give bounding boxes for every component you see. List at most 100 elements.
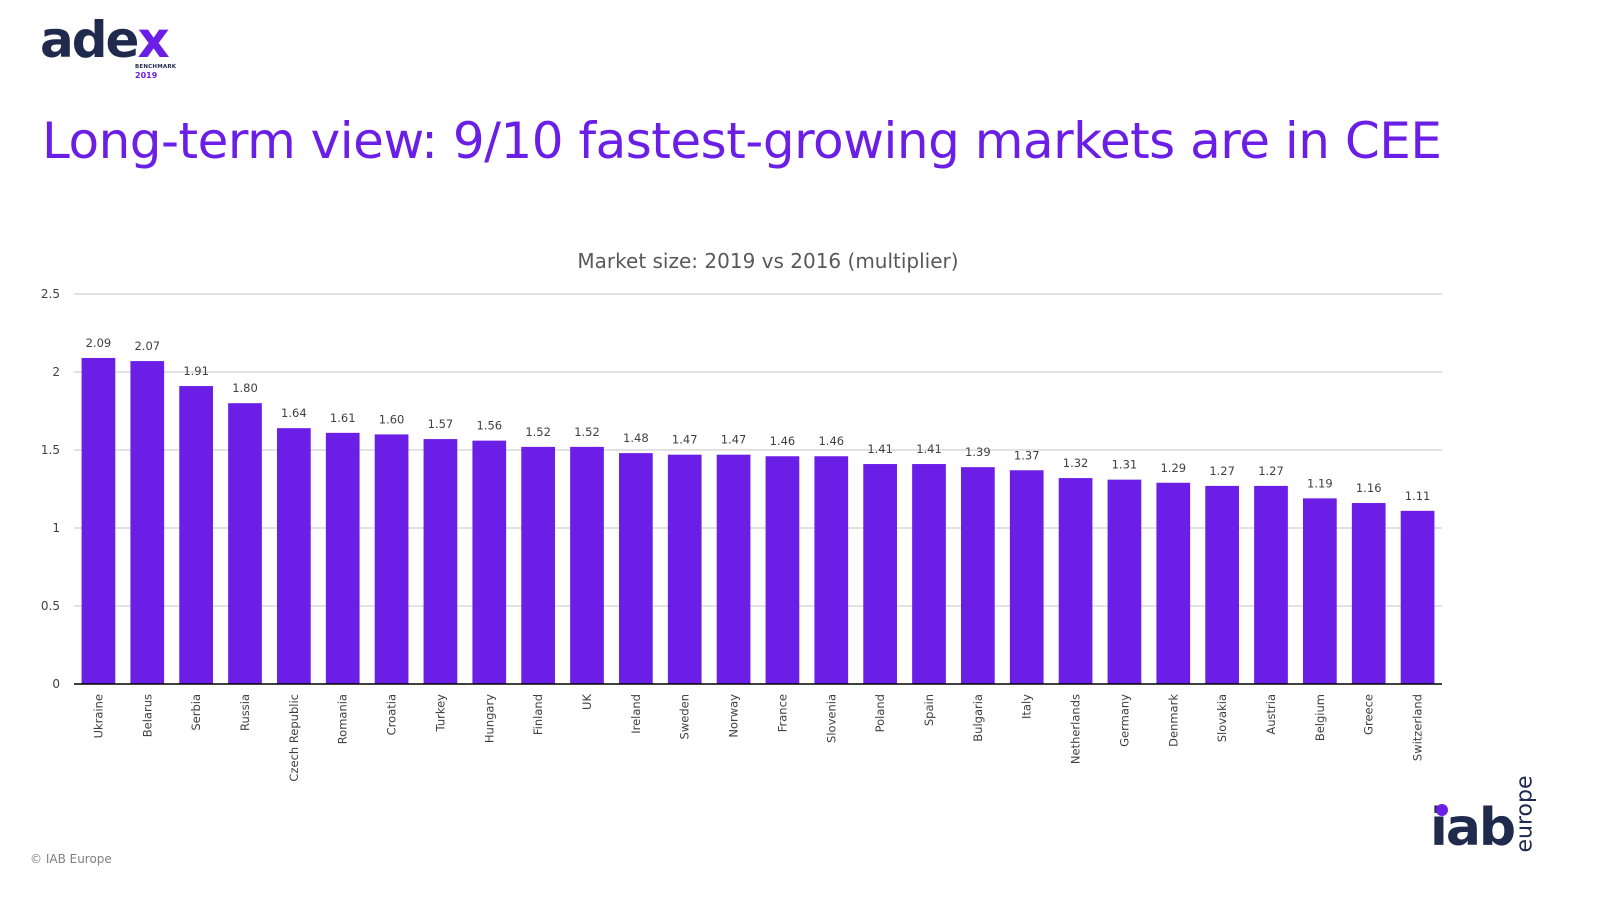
- adex-logo: adex BENCHMARK 2019: [40, 8, 190, 88]
- bar-value-label: 1.11: [1405, 489, 1431, 503]
- x-tick-label: Italy: [1020, 694, 1034, 719]
- x-tick-label: Romania: [336, 694, 350, 744]
- bar-value-label: 1.46: [770, 434, 796, 448]
- x-tick-label: Germany: [1117, 694, 1131, 747]
- bar-value-label: 1.57: [428, 417, 454, 431]
- bar-value-label: 2.07: [134, 339, 160, 353]
- bar-value-label: 1.61: [330, 411, 356, 425]
- bar-chart: Market size: 2019 vs 2016 (multiplier) 0…: [41, 249, 1442, 782]
- x-tick-label: Serbia: [189, 694, 203, 731]
- bar: [1351, 503, 1386, 684]
- x-tick-label: Ukraine: [91, 694, 105, 738]
- bar-value-label: 1.91: [183, 364, 209, 378]
- bar: [1254, 485, 1288, 684]
- bar: [374, 434, 409, 684]
- x-tick-label: Bulgaria: [971, 694, 985, 742]
- bar: [423, 439, 458, 684]
- x-tick-label: Austria: [1264, 694, 1278, 735]
- bar: [1205, 485, 1239, 684]
- iab-logo-suffix-wrap: europe: [1512, 768, 1538, 860]
- bar: [1107, 479, 1142, 684]
- x-tick-label: Belgium: [1313, 694, 1327, 741]
- chart-title: Market size: 2019 vs 2016 (multiplier): [577, 249, 958, 273]
- bar: [1156, 482, 1191, 684]
- bar: [521, 446, 555, 684]
- x-tick-label: Denmark: [1166, 694, 1180, 747]
- bar-value-label: 1.56: [476, 419, 502, 433]
- iab-europe-logo: iab europe: [1430, 760, 1550, 870]
- bar: [863, 464, 897, 684]
- bar: [325, 432, 360, 684]
- y-tick-label: 1: [52, 521, 60, 535]
- iab-logo-dot: [1436, 804, 1448, 816]
- x-tick-label: Slovakia: [1215, 694, 1229, 742]
- adex-wordmark: adex: [40, 8, 170, 72]
- x-tick-label: Greece: [1362, 694, 1376, 735]
- x-tick-label: Norway: [727, 694, 741, 738]
- bar-value-label: 1.27: [1209, 464, 1235, 478]
- bar: [765, 456, 800, 684]
- bar-value-label: 1.52: [574, 425, 600, 439]
- bar: [1303, 498, 1337, 684]
- x-tick-label: Poland: [873, 694, 887, 732]
- bar-value-label: 1.37: [1014, 448, 1040, 462]
- bar: [472, 440, 507, 684]
- chart-bars: [81, 357, 1435, 684]
- x-axis-labels: Ukraine Belarus Serbia Russia Czech Republic…: [91, 694, 1424, 782]
- bar-value-label: 1.80: [232, 381, 258, 395]
- bar: [179, 386, 213, 684]
- x-tick-label: Turkey: [433, 694, 447, 733]
- x-tick-label: Ireland: [629, 694, 643, 734]
- bar: [814, 456, 849, 684]
- bar: [619, 453, 653, 684]
- bar: [570, 446, 604, 684]
- bar: [912, 464, 946, 684]
- x-tick-label: Sweden: [678, 694, 692, 739]
- x-tick-label: UK: [580, 694, 594, 710]
- x-tick-label: Belarus: [140, 694, 154, 737]
- x-tick-label: Russia: [238, 694, 252, 731]
- bar-value-label: 1.31: [1112, 458, 1138, 472]
- bar-value-label: 1.60: [379, 412, 405, 426]
- bar-value-label: 1.16: [1356, 481, 1382, 495]
- bar-value-label: 1.19: [1307, 476, 1333, 490]
- bar-value-label: 1.32: [1063, 456, 1089, 470]
- bar: [961, 467, 995, 684]
- bar-value-label: 1.46: [818, 434, 844, 448]
- iab-logo-suffix: europe: [1512, 775, 1538, 853]
- bar: [667, 454, 702, 684]
- x-tick-label: France: [775, 694, 789, 732]
- bar: [130, 361, 165, 684]
- bar: [81, 357, 116, 684]
- page-title: Long-term view: 9/10 fastest-growing mar…: [42, 112, 1442, 170]
- x-tick-label: Hungary: [482, 694, 496, 743]
- bar: [277, 428, 311, 684]
- bar: [1009, 470, 1044, 684]
- bar: [1058, 478, 1093, 684]
- bar-value-labels: 2.09 2.07 1.91 1.80 1.64 1.61 1.60 1.57 1.56 1.52…: [86, 336, 1431, 503]
- y-tick-label: 0: [52, 677, 60, 691]
- x-tick-label: Switzerland: [1411, 694, 1425, 761]
- bar: [716, 454, 751, 684]
- y-tick-label: 1.5: [41, 443, 60, 457]
- x-tick-label: Croatia: [385, 694, 399, 735]
- adex-wordmark-accent: x: [137, 11, 169, 69]
- y-axis-labels: 0 0.5 1 1.5 2 2.5: [41, 287, 60, 691]
- x-tick-label: Czech Republic: [287, 694, 301, 782]
- y-tick-label: 0.5: [41, 599, 60, 613]
- bar-value-label: 1.39: [965, 445, 991, 459]
- bar-value-label: 1.41: [867, 442, 893, 456]
- bar-value-label: 1.47: [721, 433, 747, 447]
- bar-value-label: 2.09: [86, 336, 112, 350]
- x-tick-label: Finland: [531, 694, 545, 735]
- y-tick-label: 2.5: [41, 287, 60, 301]
- x-tick-label: Slovenia: [824, 694, 838, 743]
- x-tick-label: Netherlands: [1069, 694, 1083, 764]
- bar-value-label: 1.48: [623, 431, 649, 445]
- bar-value-label: 1.29: [1160, 461, 1186, 475]
- bar: [1400, 510, 1435, 684]
- y-tick-label: 2: [52, 365, 60, 379]
- bar-value-label: 1.47: [672, 433, 698, 447]
- x-tick-label: Spain: [922, 694, 936, 726]
- bar-value-label: 1.52: [525, 425, 551, 439]
